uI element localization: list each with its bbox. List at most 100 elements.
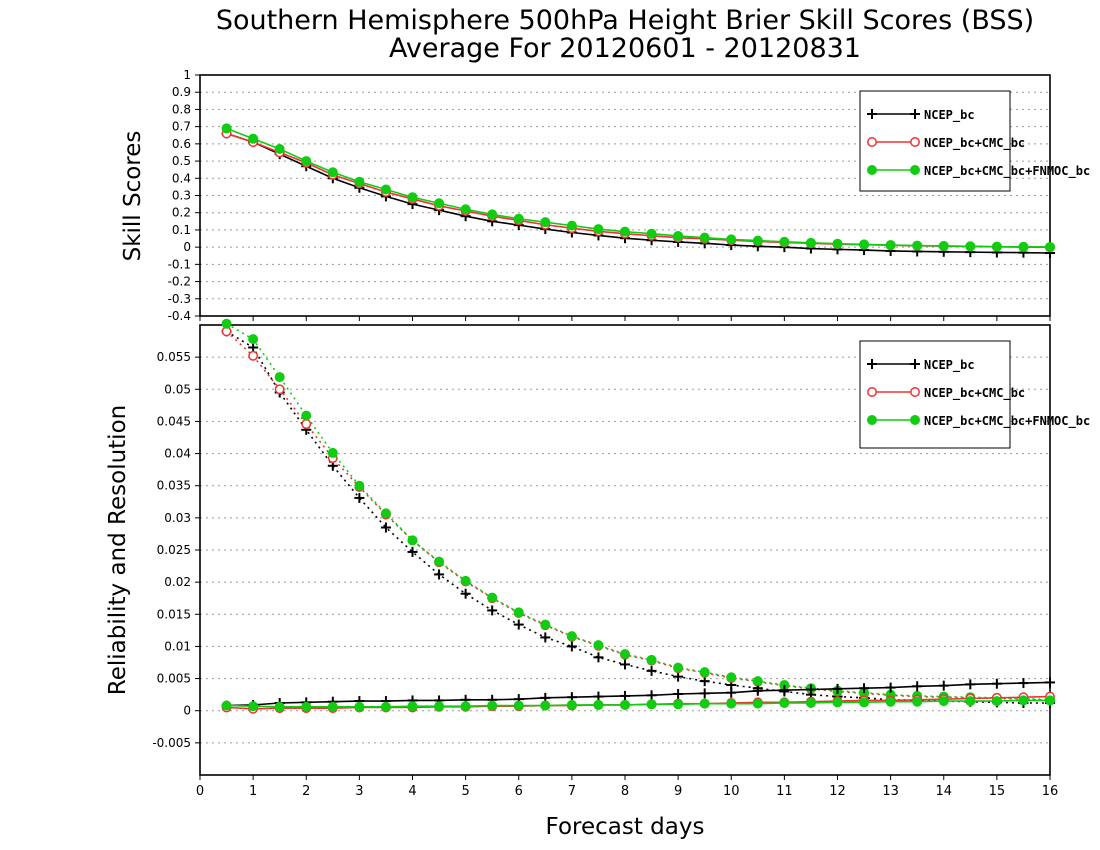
data-point [673, 689, 684, 699]
skill-score-panel: -0.4 -0.3 -0.2 -0.1 0 0.1 0.2 0.3 0.4 0.5 0.6 0.7 0.… [168, 68, 1091, 323]
legend-marker [910, 109, 920, 119]
data-point [673, 699, 684, 710]
data-point [1045, 677, 1055, 688]
data-point [540, 700, 551, 711]
series-3 [221, 677, 1055, 711]
data-point [699, 232, 710, 243]
y-tick-label: 0.5 [172, 154, 191, 168]
data-point [354, 492, 365, 503]
x-tick-label: 7 [568, 784, 576, 799]
data-point [699, 698, 710, 709]
x-tick-label: 2 [302, 784, 310, 799]
data-point [593, 699, 604, 710]
data-point [859, 697, 870, 708]
y-tick-label: 0.03 [164, 511, 191, 525]
legend-entry-label: NCEP_bc [924, 358, 975, 373]
data-point [726, 698, 737, 709]
data-point [965, 241, 976, 252]
data-point [805, 237, 816, 248]
data-point [274, 144, 285, 155]
y-tick-label: 0.01 [164, 639, 191, 653]
data-point [912, 240, 923, 251]
data-point [221, 318, 232, 329]
data-point [566, 699, 577, 710]
legend-entry-label: NCEP_bc+CMC_bc [924, 136, 1025, 151]
y-tick-label: 0.9 [172, 85, 191, 99]
x-tick-label: 9 [674, 784, 682, 799]
y-tick-label: 0 [183, 704, 191, 718]
data-point [1018, 695, 1029, 706]
data-point [965, 679, 976, 690]
data-point [1045, 241, 1055, 252]
x-tick-label: 3 [355, 784, 363, 799]
legend-box [859, 90, 1011, 192]
y-tick-label: 0.2 [172, 206, 191, 220]
data-point [327, 701, 338, 712]
data-point [221, 123, 232, 134]
y-axis-label-skill: Skill Scores [120, 131, 146, 262]
chart-title-line2: Average For 20120601 - 20120831 [389, 33, 861, 64]
data-point [274, 372, 285, 383]
data-point [673, 671, 684, 682]
data-point [938, 696, 949, 707]
data-point [540, 217, 551, 228]
y-tick-label: 0.035 [157, 479, 191, 493]
y-tick-label: 0.02 [164, 575, 191, 589]
data-point [248, 342, 259, 353]
legend-marker [867, 359, 877, 369]
data-point [699, 667, 710, 678]
data-point [407, 535, 418, 546]
data-point [434, 556, 445, 567]
legend-box [859, 340, 1011, 449]
data-point [752, 685, 763, 696]
y-tick-label: 0.025 [157, 543, 191, 557]
x-tick-label: 4 [408, 784, 416, 799]
legend-entry-label: NCEP_bc+CMC_bc [924, 386, 1025, 401]
data-point [620, 226, 630, 237]
data-point [513, 213, 524, 224]
data-point [566, 220, 577, 231]
data-point [646, 699, 657, 710]
series-5 [221, 695, 1055, 712]
data-point [859, 239, 870, 250]
data-point [938, 240, 949, 251]
data-point [832, 238, 843, 249]
x-tick-label: 6 [515, 784, 523, 799]
data-point [434, 198, 445, 209]
x-tick-label: 13 [882, 784, 899, 799]
data-point [699, 676, 710, 687]
legend-marker [910, 415, 920, 425]
data-point [301, 410, 312, 421]
data-point [434, 701, 445, 712]
y-tick-label: 0.8 [172, 102, 191, 116]
y-tick-label: 0.04 [164, 447, 191, 461]
y-tick-label: 0.6 [172, 137, 191, 151]
data-point [726, 672, 737, 683]
data-point [460, 575, 471, 586]
legend-marker [867, 137, 877, 147]
legend-marker [910, 387, 920, 397]
data-point [380, 522, 391, 533]
data-point [726, 687, 737, 698]
data-point [620, 649, 630, 660]
data-point [1045, 695, 1055, 706]
data-point [460, 588, 471, 599]
data-point [566, 641, 577, 652]
x-tick-label: 15 [989, 784, 1006, 799]
data-point [646, 654, 657, 665]
data-point [673, 230, 684, 241]
legend-entry-label: NCEP_bc+CMC_bc+FNMOC_bc [924, 164, 1090, 179]
data-point [540, 619, 551, 630]
data-point [274, 384, 285, 395]
data-point [327, 167, 338, 178]
data-point [593, 652, 604, 663]
data-point [380, 184, 391, 195]
x-tick-label: 10 [723, 784, 740, 799]
data-point [487, 592, 498, 603]
data-point [593, 691, 604, 702]
y-axis-label-reliability: Reliability and Resolution [105, 405, 131, 695]
legend-marker [867, 387, 877, 397]
legend-marker [867, 415, 877, 425]
data-point [248, 701, 259, 712]
data-point [354, 176, 365, 187]
